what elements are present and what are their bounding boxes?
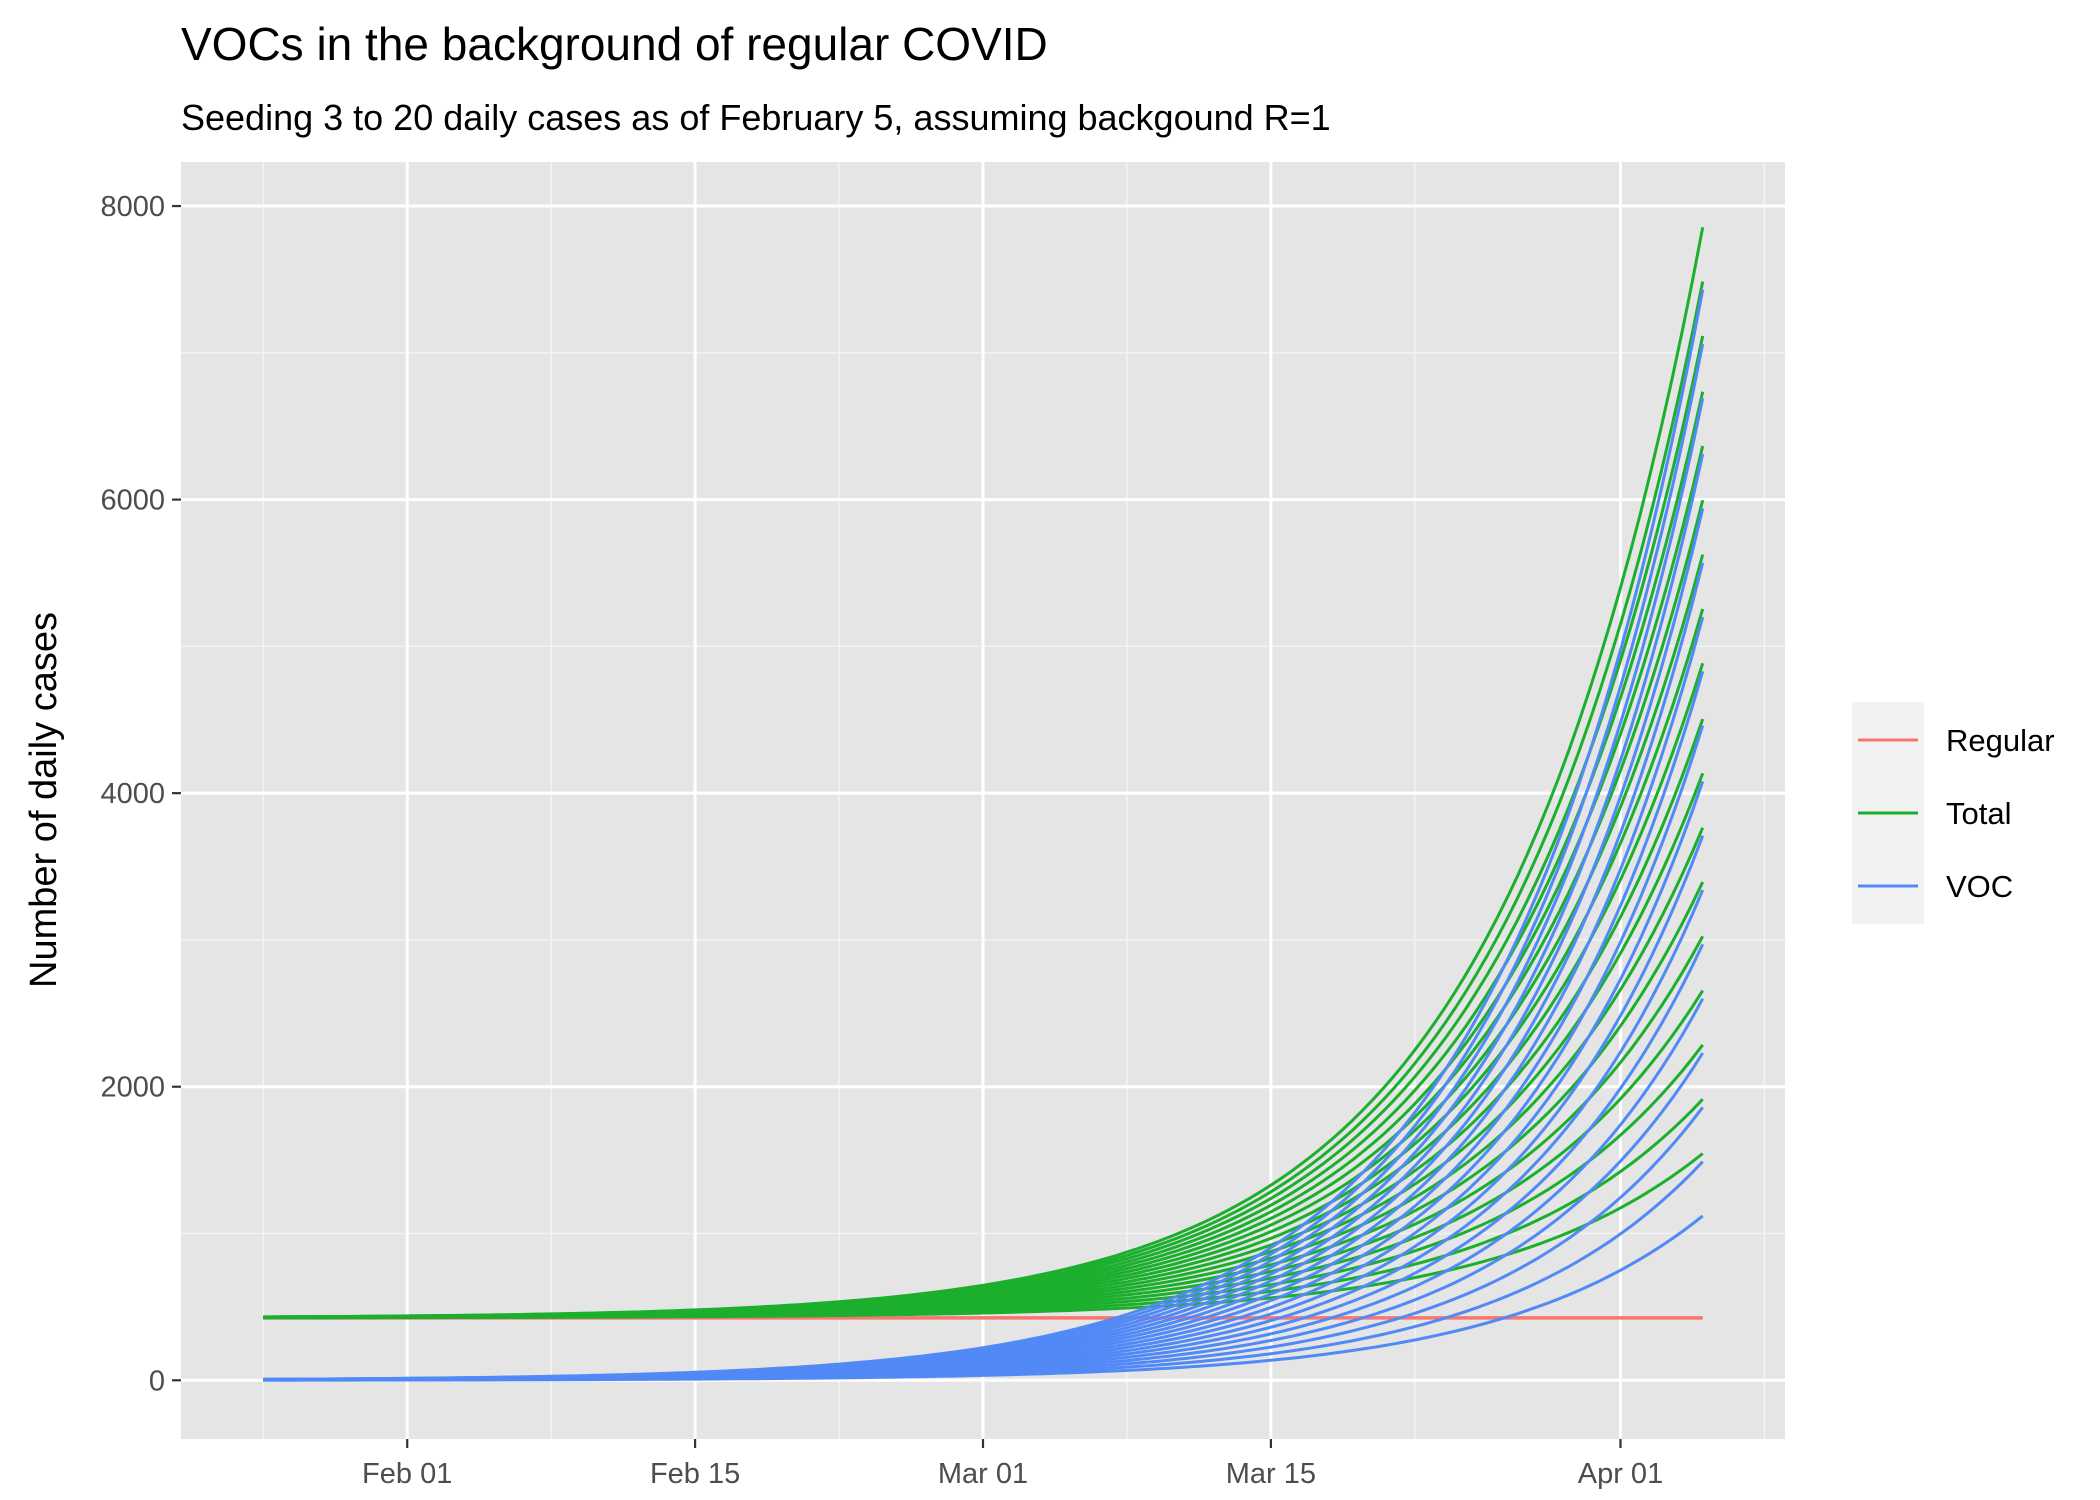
y-axis-title: Number of daily cases [23,612,65,988]
x-tick-label: Mar 15 [1226,1458,1316,1490]
legend-label-regular: Regular [1946,723,2055,758]
legend: Regular Total VOC [1852,702,2055,924]
x-tick-label: Feb 01 [362,1458,452,1490]
y-tick-label: 8000 [100,191,165,223]
total-line [263,227,1705,1319]
voc-series-lines [263,289,1705,1382]
chart-subtitle: Seeding 3 to 20 daily cases as of Februa… [181,97,1331,138]
x-tick-label: Apr 01 [1578,1458,1663,1490]
y-tick-label: 6000 [100,485,165,517]
total-series-lines [263,227,1705,1320]
legend-label-voc: VOC [1946,869,2013,904]
y-tick-label: 0 [149,1365,165,1397]
y-tick-label: 2000 [100,1072,165,1104]
chart-title: VOCs in the background of regular COVID [181,18,1048,70]
x-axis: Feb 01 Feb 15 Mar 01 Mar 15 Apr 01 [362,1439,1663,1490]
x-tick-label: Mar 01 [938,1458,1028,1490]
x-tick-label: Feb 15 [650,1458,740,1490]
y-axis: 0 2000 4000 6000 8000 [100,191,181,1397]
voc-line [263,289,1705,1381]
y-tick-label: 4000 [100,778,165,810]
legend-label-total: Total [1946,796,2011,831]
